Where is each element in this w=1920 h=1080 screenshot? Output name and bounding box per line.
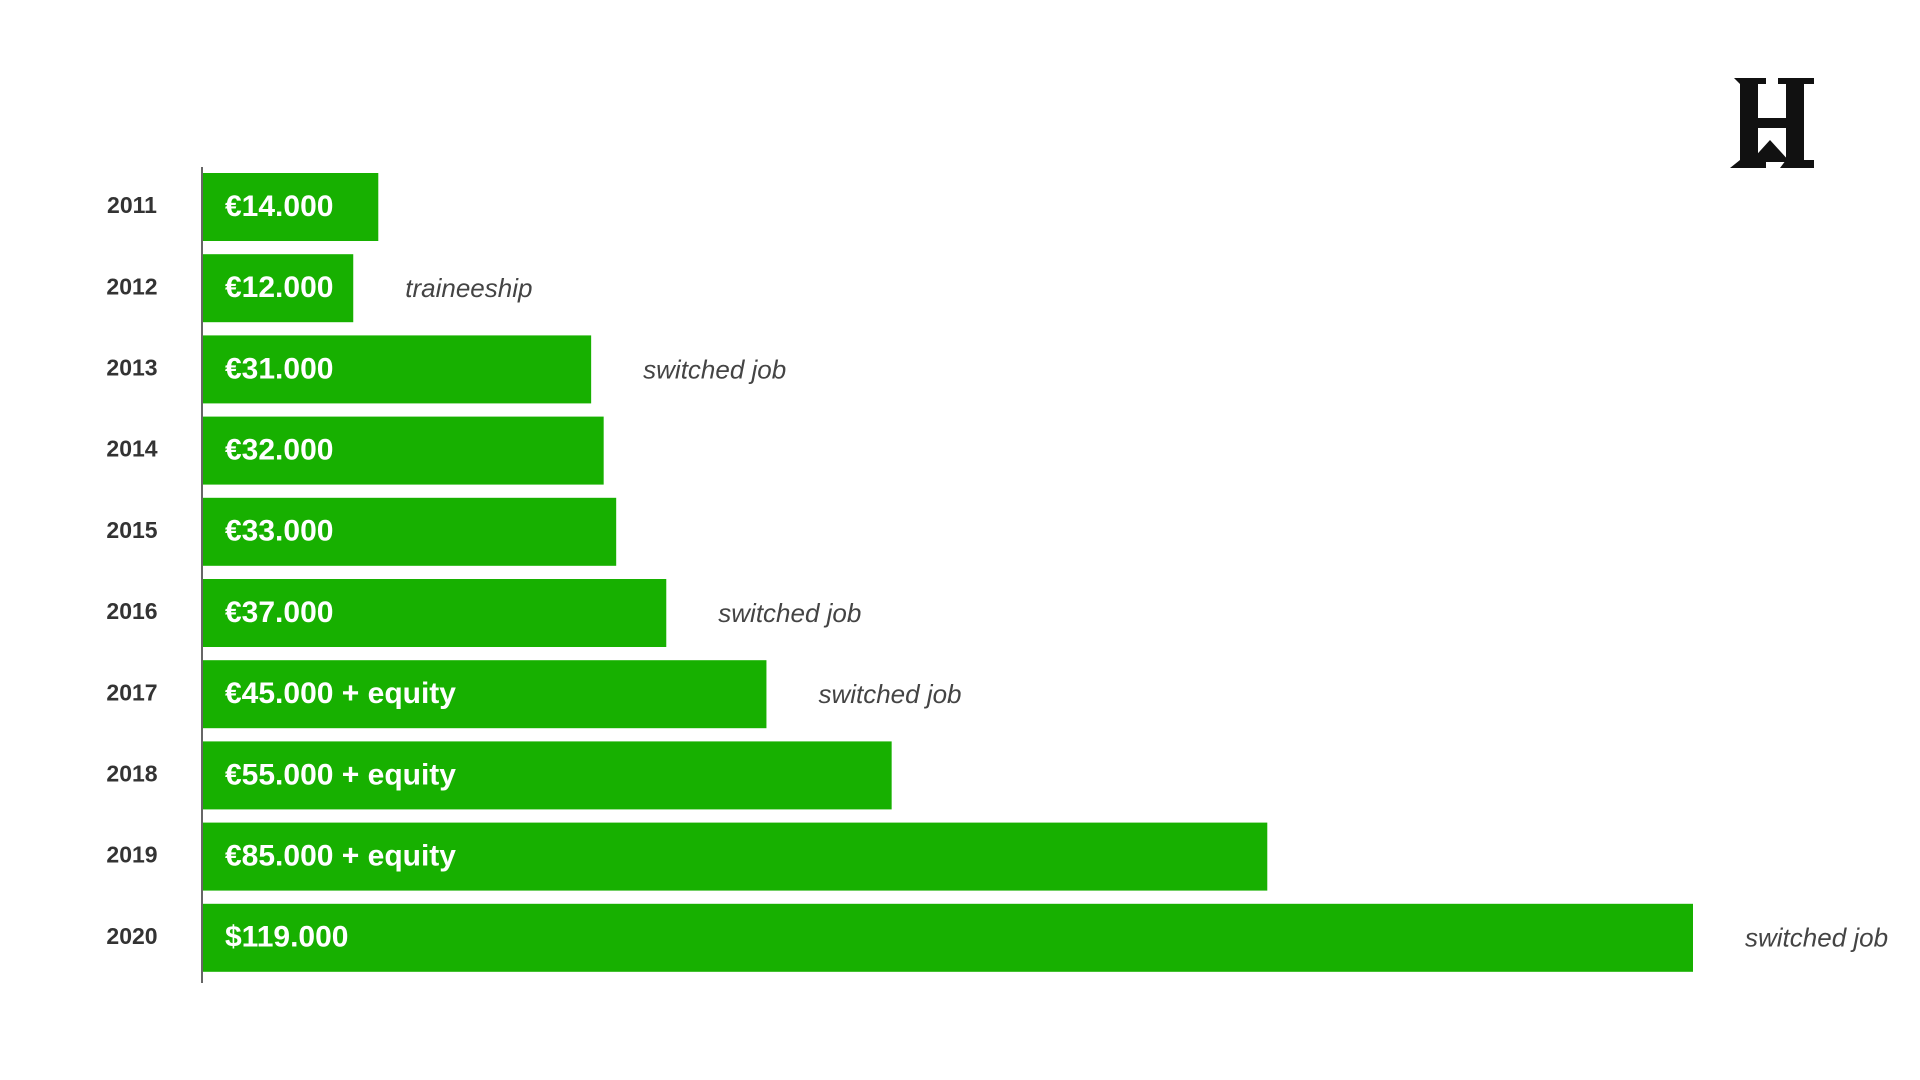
y-tick-label: 2015 bbox=[106, 517, 157, 543]
annotation: traineeship bbox=[405, 273, 532, 303]
value-label: €12.000 bbox=[225, 271, 333, 304]
y-tick-label: 2016 bbox=[106, 598, 157, 624]
y-tick-label: 2020 bbox=[106, 923, 157, 949]
annotation: switched job bbox=[718, 598, 861, 628]
bar bbox=[203, 254, 354, 323]
bar bbox=[203, 173, 379, 241]
bar bbox=[203, 416, 604, 485]
logo-mark bbox=[1730, 78, 1814, 168]
y-tick-label: 2013 bbox=[106, 354, 157, 380]
y-tick-label: 2019 bbox=[106, 842, 157, 868]
bar bbox=[203, 660, 767, 729]
value-label: €85.000 + equity bbox=[225, 840, 456, 873]
y-tick-label: 2011 bbox=[107, 192, 157, 218]
y-tick-label: 2014 bbox=[106, 436, 157, 462]
value-label: €14.000 bbox=[225, 190, 333, 223]
bar bbox=[203, 579, 667, 647]
value-label: €31.000 bbox=[225, 352, 333, 385]
value-label: €32.000 bbox=[225, 434, 333, 467]
annotation: switched job bbox=[643, 354, 786, 384]
bar bbox=[203, 822, 1268, 891]
value-label: €55.000 + equity bbox=[225, 758, 456, 791]
bar bbox=[203, 903, 1693, 972]
y-tick-label: 2012 bbox=[106, 273, 157, 299]
bar bbox=[203, 335, 592, 404]
bar bbox=[203, 741, 892, 810]
y-tick-label: 2018 bbox=[106, 760, 157, 786]
bar bbox=[203, 497, 617, 566]
annotation: switched job bbox=[1745, 923, 1888, 953]
annotation: switched job bbox=[818, 679, 961, 709]
y-tick-label: 2017 bbox=[106, 679, 157, 705]
value-label: €37.000 bbox=[225, 596, 333, 629]
value-label: $119.000 bbox=[225, 921, 348, 954]
logo bbox=[1730, 78, 1814, 168]
value-label: €45.000 + equity bbox=[225, 677, 456, 710]
value-label: €33.000 bbox=[225, 515, 333, 548]
